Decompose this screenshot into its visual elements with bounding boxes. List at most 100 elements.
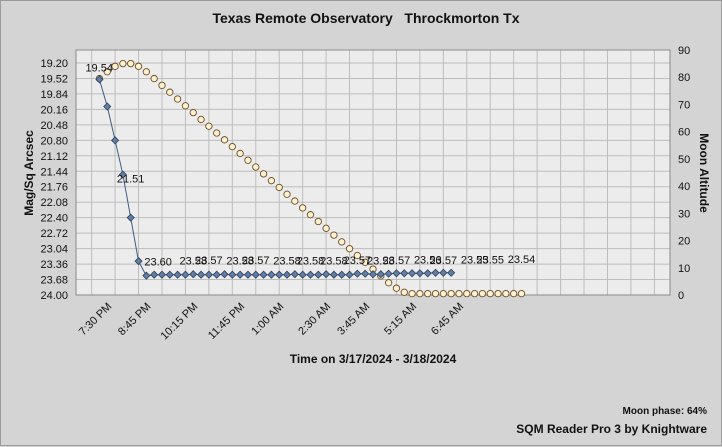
moon-altitude-point	[447, 289, 455, 298]
moon-altitude-point	[205, 122, 213, 130]
grid	[76, 50, 670, 296]
data-label: 23.55	[476, 254, 504, 266]
moon-altitude-point	[439, 289, 447, 298]
sky-brightness-point	[212, 270, 221, 279]
sky-brightness-point	[173, 270, 182, 279]
moon-altitude-point	[259, 170, 268, 178]
moon-altitude-point	[158, 81, 166, 90]
sky-brightness-point	[329, 270, 338, 279]
sky-brightness-point	[220, 270, 229, 279]
moon-altitude-point	[236, 149, 244, 158]
data-label: 23.57	[430, 255, 458, 267]
sky-brightness-point	[267, 270, 276, 279]
sky-brightness-point	[103, 102, 112, 111]
sky-brightness-point	[189, 270, 198, 279]
moon-altitude-point	[314, 217, 322, 226]
x-tick-label: 3:45 AM	[335, 301, 372, 338]
y-left-tick-label: 20.48	[40, 120, 68, 132]
y-right-tick-label: 30	[678, 208, 690, 220]
moon-altitude-point	[502, 289, 510, 298]
data-label: 23.58	[273, 256, 301, 268]
moon-altitude-point	[283, 190, 291, 198]
moon-altitude-point	[127, 59, 135, 68]
y-left-tick-label: 23.04	[40, 244, 68, 256]
y-left-tick-label: 21.44	[40, 166, 68, 178]
y-right-tick-label: 20	[678, 236, 690, 248]
x-tick-label: 2:30 AM	[296, 301, 333, 338]
y-left-tick-label: 24.00	[40, 290, 68, 302]
sky-brightness-point	[275, 270, 284, 279]
x-tick-label: 5:15 AM	[382, 301, 419, 338]
moon-altitude-point	[470, 289, 479, 298]
moon-altitude-point	[181, 102, 190, 110]
x-tick-label: 1:00 AM	[249, 301, 286, 338]
moon-altitude-point	[134, 62, 143, 70]
sky-brightness-point	[392, 269, 401, 278]
moon-altitude-point	[517, 289, 526, 298]
y-right-tick-label: 90	[678, 45, 690, 57]
x-tick-label: 8:45 PM	[116, 301, 153, 338]
moon-altitude-point	[424, 289, 432, 298]
series	[95, 59, 526, 298]
sky-brightness-point	[95, 75, 104, 84]
moon-altitude-point	[299, 204, 307, 212]
sky-brightness-point	[236, 270, 245, 279]
sky-brightness-point	[111, 136, 120, 145]
sky-brightness-point	[118, 170, 127, 179]
moon-altitude-point	[244, 156, 252, 164]
data-label: 23.57	[344, 255, 372, 267]
plot-area-border	[75, 49, 671, 296]
sky-brightness-point	[157, 270, 167, 279]
sky-brightness-point	[415, 269, 424, 278]
data-label: 19.54	[85, 62, 113, 74]
data-label: 23.58	[297, 256, 325, 268]
y-right-tick-label: 40	[678, 181, 690, 193]
moon-altitude-point	[510, 289, 518, 298]
y-left-tick-label: 22.40	[40, 213, 68, 225]
y-right-tick-label: 80	[678, 72, 690, 84]
y-left-tick-label: 20.80	[40, 135, 68, 147]
moon-altitude-point	[361, 258, 369, 266]
x-tick-label: 10:15 PM	[159, 301, 201, 343]
moon-altitude-point	[306, 211, 315, 219]
data-label: 23.57	[195, 255, 223, 267]
sky-brightness-point	[431, 268, 440, 277]
data-label: 23.58	[179, 256, 207, 268]
sky-brightness-point	[368, 270, 378, 279]
y-left-tick-label: 20.16	[40, 104, 68, 116]
sky-brightness-point	[196, 270, 206, 279]
moon-altitude-point	[173, 95, 182, 103]
x-axis-title: Time on 3/17/2024 - 3/18/2024	[290, 352, 457, 366]
sky-brightness-point	[345, 270, 354, 279]
chart-title: Texas Remote Observatory Throckmorton Tx	[212, 10, 519, 26]
x-tick-label: 11:45 PM	[206, 301, 247, 342]
x-tick-label: 7:30 PM	[77, 301, 114, 338]
moon-altitude-point	[478, 289, 487, 298]
data-label: 23.57	[383, 255, 411, 267]
y-right-tick-label: 50	[678, 154, 690, 166]
moon-altitude-point	[322, 224, 330, 232]
moon-altitude-point	[392, 284, 401, 292]
sky-brightness-point	[165, 270, 174, 279]
y-axis-left-title: Mag/Sq Arcsec	[22, 130, 36, 216]
moon-altitude-point	[463, 289, 471, 298]
sky-brightness-point	[290, 270, 299, 279]
moon-altitude-point	[252, 163, 260, 171]
data-label: 23.58	[226, 256, 254, 268]
moon-altitude-point	[189, 108, 197, 117]
moon-altitude-point	[267, 177, 276, 185]
y-left-tick-label: 19.20	[40, 58, 68, 70]
sky-brightness-point	[243, 270, 253, 279]
y-left-tick-label: 19.52	[40, 73, 68, 85]
moon-altitude-point	[455, 289, 463, 298]
sky-brightness-point	[384, 269, 393, 278]
moon-altitude-point	[416, 289, 424, 298]
y-left-tick-label: 23.68	[40, 275, 68, 287]
data-label: 23.55	[461, 254, 489, 266]
data-label: 23.58	[320, 256, 348, 268]
sky-brightness-point	[228, 270, 237, 279]
sky-brightness-point	[259, 270, 268, 279]
moon-altitude-point	[345, 245, 354, 253]
